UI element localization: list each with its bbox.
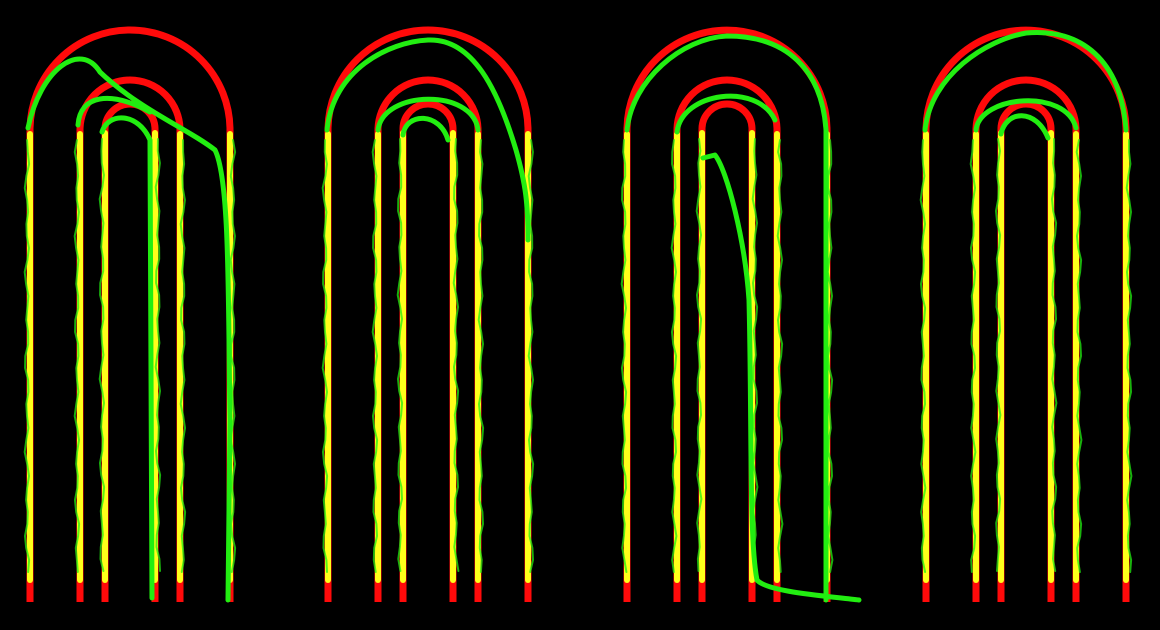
reference-curve-1 bbox=[26, 26, 234, 602]
deviation-jitter-3-right bbox=[1051, 138, 1058, 572]
deviation-jitter-3-right bbox=[751, 138, 759, 572]
deviation-jitter-1-right bbox=[527, 139, 535, 573]
reference-curve-3 bbox=[399, 100, 457, 602]
deviation-jitter-3-left bbox=[396, 138, 404, 572]
deviation-trace-3 bbox=[700, 152, 862, 603]
deviation-trace-1 bbox=[624, 33, 829, 603]
deviation-jitter-3-right bbox=[452, 138, 460, 572]
reference-curve-3 bbox=[698, 100, 756, 602]
deviation-jitter-1-left bbox=[321, 139, 329, 573]
panel-1 bbox=[23, 26, 237, 603]
deviation-trace-3 bbox=[998, 113, 1051, 141]
deviation-jitter-1-left bbox=[620, 139, 628, 573]
deviation-jitter-3-left bbox=[695, 138, 703, 572]
deviation-jitter-3-left bbox=[98, 138, 106, 572]
deviation-trace-1 bbox=[25, 56, 233, 603]
deviation-jitter-3-left bbox=[995, 138, 1002, 572]
deviation-jitter-2-left bbox=[670, 139, 678, 573]
reference-curve-2 bbox=[972, 76, 1080, 602]
deviation-jitter-1-left bbox=[919, 139, 927, 573]
deviation-jitter-3-right bbox=[154, 138, 162, 572]
reference-curve-2 bbox=[374, 76, 482, 602]
deviation-trace-2 bbox=[375, 96, 481, 133]
deviation-jitter-1-right bbox=[1125, 139, 1133, 573]
deviation-jitter-2-left bbox=[73, 139, 81, 573]
deviation-jitter-2-left bbox=[969, 139, 977, 573]
deviation-trace-1 bbox=[324, 37, 531, 243]
deviation-jitter-2-right bbox=[179, 139, 187, 573]
deviation-trace-3 bbox=[99, 115, 155, 601]
panel-4 bbox=[919, 26, 1133, 602]
reference-curve-3 bbox=[997, 100, 1055, 602]
deviation-trace-2 bbox=[75, 96, 153, 128]
panels-group bbox=[23, 26, 1133, 603]
reference-curve-1 bbox=[324, 26, 532, 602]
panel-2 bbox=[321, 26, 535, 602]
deviation-trace-2 bbox=[973, 98, 1079, 133]
deviation-jitter-2-right bbox=[477, 139, 485, 573]
panel-3 bbox=[620, 26, 862, 603]
deviation-jitter-2-right bbox=[1075, 139, 1083, 573]
reference-curve-2 bbox=[673, 76, 781, 602]
deviation-jitter-2-right bbox=[776, 139, 784, 573]
deviation-trace-2 bbox=[674, 93, 778, 135]
deviation-jitter-2-left bbox=[371, 139, 379, 573]
deviation-jitter-1-left bbox=[23, 139, 31, 573]
deviation-trace-1 bbox=[922, 29, 1129, 133]
deviation-trace-3 bbox=[400, 115, 451, 143]
